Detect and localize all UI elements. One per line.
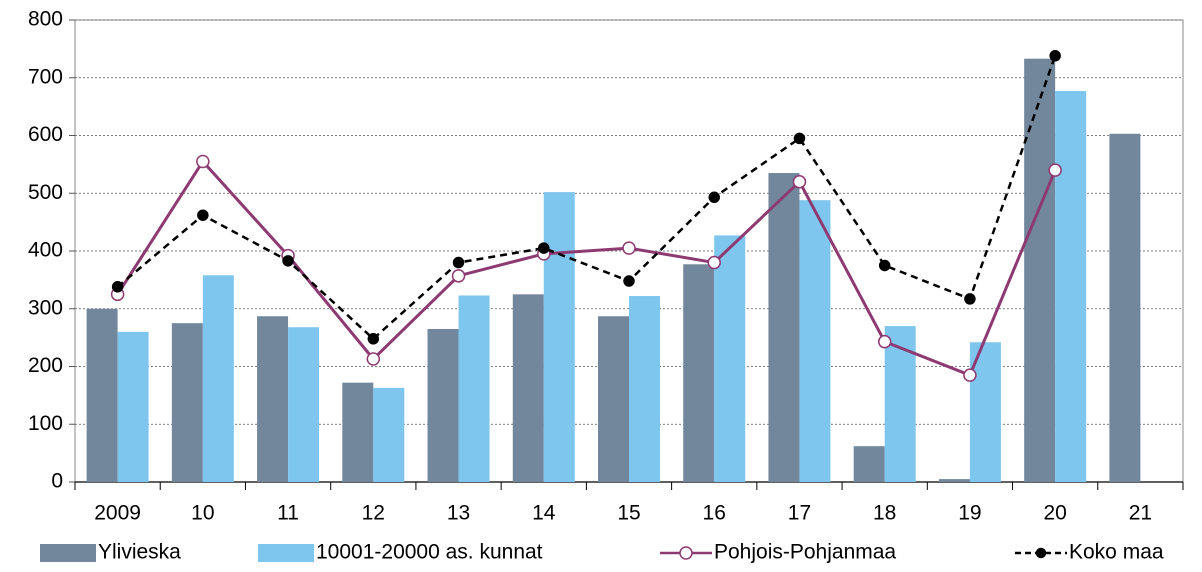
y-tick-label: 200 bbox=[28, 354, 63, 377]
y-tick-label: 400 bbox=[28, 239, 63, 262]
y-tick-label: 300 bbox=[28, 296, 63, 319]
marker bbox=[367, 333, 380, 345]
bar bbox=[598, 316, 629, 482]
bar bbox=[171, 323, 203, 482]
x-tick-label: 20 bbox=[1043, 502, 1066, 525]
y-tick-label: 0 bbox=[51, 470, 63, 493]
y-tick-label: 500 bbox=[28, 181, 63, 204]
legend-label: Ylivieska bbox=[98, 541, 181, 564]
bar bbox=[86, 308, 118, 482]
legend-swatch bbox=[40, 544, 96, 562]
y-tick-label: 800 bbox=[28, 8, 63, 31]
y-tick-label: 100 bbox=[28, 412, 63, 435]
marker bbox=[964, 293, 976, 305]
marker bbox=[622, 241, 636, 255]
marker bbox=[878, 259, 891, 272]
marker bbox=[708, 191, 720, 204]
marker bbox=[111, 281, 124, 293]
bar bbox=[853, 446, 885, 482]
legend-label: 10001-20000 as. kunnat bbox=[316, 541, 543, 564]
bar bbox=[938, 479, 970, 482]
marker bbox=[963, 368, 977, 382]
x-tick-label: 15 bbox=[617, 502, 640, 525]
bar bbox=[1024, 58, 1056, 482]
bar bbox=[799, 200, 831, 482]
marker bbox=[538, 242, 550, 254]
bar bbox=[288, 327, 320, 482]
bar bbox=[768, 173, 800, 482]
legend-label: Koko maa bbox=[1069, 541, 1164, 564]
x-tick-label: 11 bbox=[277, 502, 299, 525]
marker bbox=[197, 209, 209, 221]
marker bbox=[793, 132, 806, 145]
x-tick-label: 16 bbox=[703, 502, 726, 525]
marker bbox=[1048, 163, 1062, 177]
x-tick-label: 13 bbox=[447, 502, 470, 525]
x-tick-label: 21 bbox=[1129, 502, 1152, 525]
marker bbox=[707, 255, 721, 270]
bar bbox=[202, 275, 234, 482]
legend-label: Pohjois-Pohjanmaa bbox=[714, 541, 896, 564]
marker bbox=[623, 275, 635, 287]
bar bbox=[427, 328, 459, 482]
marker bbox=[877, 334, 892, 349]
series-line bbox=[116, 55, 1057, 341]
series-line bbox=[116, 159, 1057, 378]
marker bbox=[792, 174, 807, 189]
marker bbox=[196, 154, 210, 169]
y-tick-label: 600 bbox=[28, 123, 63, 146]
bar bbox=[683, 264, 715, 482]
marker bbox=[1049, 50, 1061, 62]
legend-marker bbox=[1035, 547, 1047, 559]
x-tick-label: 12 bbox=[362, 502, 385, 525]
bar bbox=[458, 295, 490, 482]
bar bbox=[629, 296, 660, 482]
marker bbox=[282, 255, 294, 267]
x-tick-label: 17 bbox=[788, 502, 811, 525]
bar bbox=[714, 235, 746, 482]
x-tick-label: 18 bbox=[873, 502, 896, 525]
bar bbox=[342, 382, 374, 482]
legend-swatch bbox=[258, 544, 314, 562]
marker bbox=[451, 269, 466, 283]
bar bbox=[543, 192, 575, 482]
marker bbox=[452, 256, 465, 269]
bar bbox=[373, 387, 405, 482]
x-tick-label: 10 bbox=[191, 502, 214, 525]
y-tick-label: 700 bbox=[28, 65, 63, 88]
x-tick-label: 14 bbox=[532, 502, 556, 525]
x-tick-label: 2009 bbox=[94, 502, 141, 525]
bar bbox=[884, 326, 916, 482]
bar bbox=[1055, 91, 1087, 482]
bar bbox=[1109, 133, 1141, 482]
legend-marker bbox=[679, 546, 693, 560]
marker bbox=[366, 352, 381, 366]
x-tick-label: 19 bbox=[958, 502, 981, 525]
bar bbox=[257, 316, 289, 482]
bar bbox=[117, 331, 149, 482]
bar bbox=[512, 294, 544, 482]
